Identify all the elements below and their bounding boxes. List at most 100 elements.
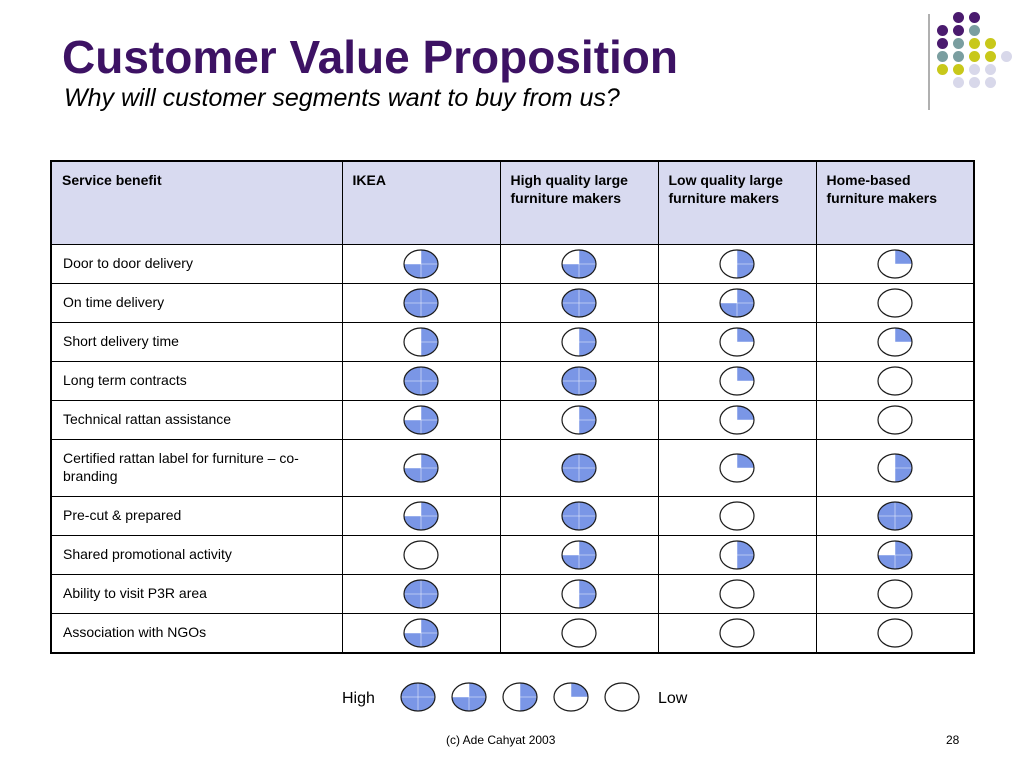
score-cell-low-quality-large (657, 400, 817, 440)
score-cell-ikea (341, 439, 501, 497)
harvey-ball-0-of-4-icon (719, 618, 755, 648)
decorative-dot (969, 12, 980, 23)
harvey-ball-2-of-4-icon (561, 327, 597, 357)
benefit-label: Certified rattan label for furniture – c… (50, 439, 343, 497)
legend-harvey-ball-3-of-4-icon (451, 682, 487, 712)
benefit-label: Short delivery time (50, 322, 343, 362)
score-cell-low-quality-large (657, 574, 817, 614)
legend-harvey-ball-4-of-4-icon (400, 682, 436, 712)
harvey-ball-3-of-4-icon (403, 453, 439, 483)
decorative-dot (937, 64, 948, 75)
benefit-label: Association with NGOs (50, 613, 343, 653)
slide-subtitle: Why will customer segments want to buy f… (64, 84, 620, 112)
score-cell-high-quality-large (499, 613, 659, 653)
page-number: 28 (946, 733, 960, 747)
table-row: Shared promotional activity (50, 535, 975, 575)
score-cell-home-based (815, 496, 975, 536)
score-cell-low-quality-large (657, 322, 817, 362)
score-cell-home-based (815, 322, 975, 362)
harvey-ball-1-of-4-icon (719, 327, 755, 357)
decorative-dot (1001, 51, 1012, 62)
harvey-ball-3-of-4-icon (877, 540, 913, 570)
table-row: Association with NGOs (50, 613, 975, 653)
table-row: Short delivery time (50, 322, 975, 362)
harvey-ball-3-of-4-icon (403, 501, 439, 531)
harvey-ball-1-of-4-icon (877, 249, 913, 279)
score-cell-high-quality-large (499, 244, 659, 284)
header-home-based: Home-based furniture makers (815, 160, 975, 245)
benefit-label: Technical rattan assistance (50, 400, 343, 440)
legend-high-label: High (342, 690, 375, 707)
score-cell-ikea (341, 361, 501, 401)
harvey-ball-3-of-4-icon (403, 249, 439, 279)
score-cell-ikea (341, 322, 501, 362)
harvey-ball-0-of-4-icon (877, 618, 913, 648)
score-cell-home-based (815, 439, 975, 497)
score-cell-low-quality-large (657, 439, 817, 497)
harvey-ball-2-of-4-icon (719, 540, 755, 570)
score-cell-ikea (341, 496, 501, 536)
score-cell-high-quality-large (499, 322, 659, 362)
legend-harvey-ball-2-of-4-icon (502, 682, 538, 712)
harvey-ball-4-of-4-icon (561, 288, 597, 318)
score-cell-low-quality-large (657, 361, 817, 401)
score-cell-home-based (815, 613, 975, 653)
score-cell-high-quality-large (499, 361, 659, 401)
score-cell-high-quality-large (499, 574, 659, 614)
table-row: On time delivery (50, 283, 975, 323)
decorative-dot (969, 64, 980, 75)
decorative-dot (985, 38, 996, 49)
decorative-dot (937, 38, 948, 49)
harvey-ball-3-of-4-icon (561, 249, 597, 279)
score-cell-home-based (815, 283, 975, 323)
decorative-dot (953, 12, 964, 23)
harvey-ball-4-of-4-icon (403, 579, 439, 609)
table-row: Long term contracts (50, 361, 975, 401)
decorative-divider (928, 14, 930, 110)
score-cell-ikea (341, 244, 501, 284)
harvey-ball-0-of-4-icon (877, 579, 913, 609)
score-cell-ikea (341, 535, 501, 575)
harvey-ball-4-of-4-icon (561, 366, 597, 396)
decorative-dot (985, 64, 996, 75)
header-high-quality-large: High quality large furniture makers (499, 160, 659, 245)
decorative-dot (969, 51, 980, 62)
harvey-ball-4-of-4-icon (877, 501, 913, 531)
score-cell-ikea (341, 400, 501, 440)
score-cell-high-quality-large (499, 496, 659, 536)
table-row: Ability to visit P3R area (50, 574, 975, 614)
benefit-label: Pre-cut & prepared (50, 496, 343, 536)
harvey-ball-0-of-4-icon (877, 366, 913, 396)
score-cell-low-quality-large (657, 496, 817, 536)
decorative-dot (969, 77, 980, 88)
decorative-dot (937, 51, 948, 62)
harvey-ball-0-of-4-icon (719, 579, 755, 609)
header-service-benefit: Service benefit (50, 160, 343, 245)
benefit-label: On time delivery (50, 283, 343, 323)
harvey-ball-1-of-4-icon (719, 366, 755, 396)
harvey-ball-1-of-4-icon (719, 453, 755, 483)
score-cell-home-based (815, 574, 975, 614)
harvey-ball-1-of-4-icon (877, 327, 913, 357)
score-cell-low-quality-large (657, 283, 817, 323)
decorative-dot (985, 51, 996, 62)
table-row: Pre-cut & prepared (50, 496, 975, 536)
legend-low-label: Low (658, 690, 688, 707)
harvey-ball-4-of-4-icon (403, 366, 439, 396)
decorative-dot (937, 25, 948, 36)
benefit-label: Ability to visit P3R area (50, 574, 343, 614)
slide-title: Customer Value Proposition (62, 31, 678, 83)
table-row: Certified rattan label for furniture – c… (50, 439, 975, 497)
decorative-dot (953, 51, 964, 62)
header-ikea: IKEA (341, 160, 501, 245)
footer-copyright: (c) Ade Cahyat 2003 (446, 733, 556, 747)
value-proposition-table: Service benefit IKEA High quality large … (50, 160, 975, 654)
harvey-ball-2-of-4-icon (719, 249, 755, 279)
score-cell-home-based (815, 400, 975, 440)
harvey-ball-2-of-4-icon (877, 453, 913, 483)
harvey-ball-3-of-4-icon (403, 618, 439, 648)
decorative-dot (953, 25, 964, 36)
score-cell-high-quality-large (499, 400, 659, 440)
legend-harvey-ball-1-of-4-icon (553, 682, 589, 712)
harvey-ball-0-of-4-icon (403, 540, 439, 570)
